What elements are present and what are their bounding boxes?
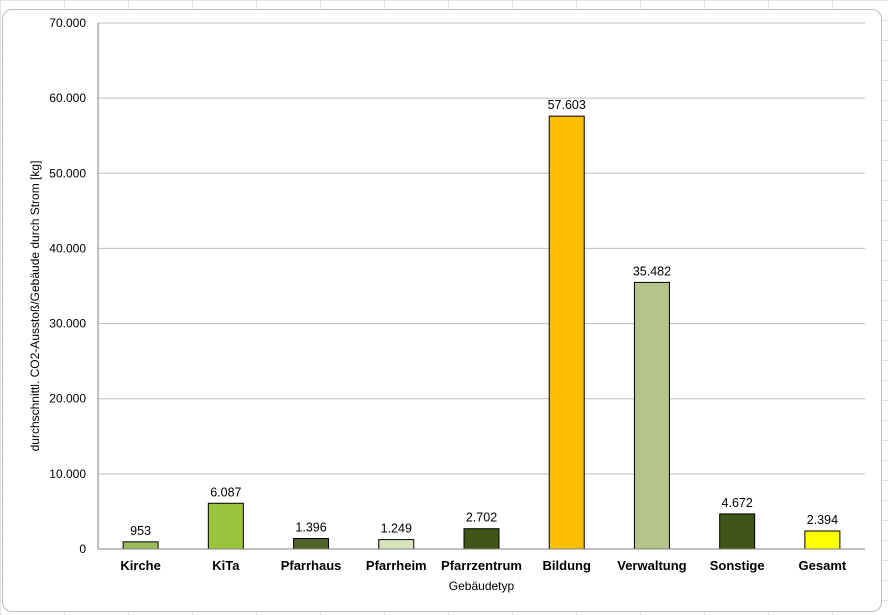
x-category-label: Bildung: [543, 558, 591, 573]
data-label: 35.482: [633, 264, 671, 278]
data-label: 6.087: [210, 485, 241, 499]
data-label: 2.702: [466, 511, 497, 525]
data-labels: 953 6.087 1.396 1.249 2.702 57.603 35.482 4.672…: [130, 98, 838, 538]
data-label: 1.249: [381, 522, 412, 536]
y-axis-ticks: 0 10.000 20.000 30.000 40.000 50.000 60.000 70.…: [49, 16, 86, 556]
x-category-label: KiTa: [212, 558, 240, 573]
bar-bildung: [548, 115, 585, 550]
y-tick-label: 20.000: [49, 392, 86, 406]
bar-pfarrheim: [378, 539, 415, 550]
data-label: 57.603: [548, 98, 586, 112]
x-category-label: Pfarrhaus: [281, 558, 342, 573]
bar-pfarrhaus: [293, 538, 330, 550]
bar-sonstige: [719, 513, 756, 550]
bar-pfarrzentrum: [463, 528, 500, 550]
bar-verwaltung: [633, 281, 670, 550]
x-category-label: Sonstige: [710, 558, 765, 573]
data-label: 953: [130, 524, 151, 538]
x-category-label: Verwaltung: [617, 558, 686, 573]
x-category-label: Gesamt: [799, 558, 847, 573]
x-category-label: Pfarrzentrum: [441, 558, 522, 573]
y-tick-label: 40.000: [49, 241, 86, 255]
y-tick-label: 10.000: [49, 467, 86, 481]
y-tick-label: 0: [79, 542, 86, 556]
bar-kirche: [122, 541, 159, 550]
y-tick-label: 70.000: [49, 16, 86, 30]
y-axis-title: durchschnittl. CO2-Ausstoß/Gebäude durch…: [28, 161, 42, 452]
bar-kita: [207, 502, 244, 550]
data-label: 1.396: [295, 521, 326, 535]
data-label: 4.672: [722, 496, 753, 510]
bars: [122, 115, 841, 550]
x-axis-title: Gebäudetyp: [449, 579, 515, 593]
gridlines: [98, 22, 865, 475]
x-category-label: Pfarrheim: [366, 558, 427, 573]
y-tick-label: 30.000: [49, 317, 86, 331]
chart-area[interactable]: [2, 9, 882, 612]
y-tick-label: 60.000: [49, 91, 86, 105]
x-axis-categories: Kirche KiTa Pfarrhaus Pfarrheim Pfarrzentrum…: [120, 558, 847, 573]
data-label: 2.394: [807, 513, 838, 527]
x-category-label: Kirche: [120, 558, 160, 573]
bar-gesamt: [804, 530, 841, 550]
y-tick-label: 50.000: [49, 166, 86, 180]
